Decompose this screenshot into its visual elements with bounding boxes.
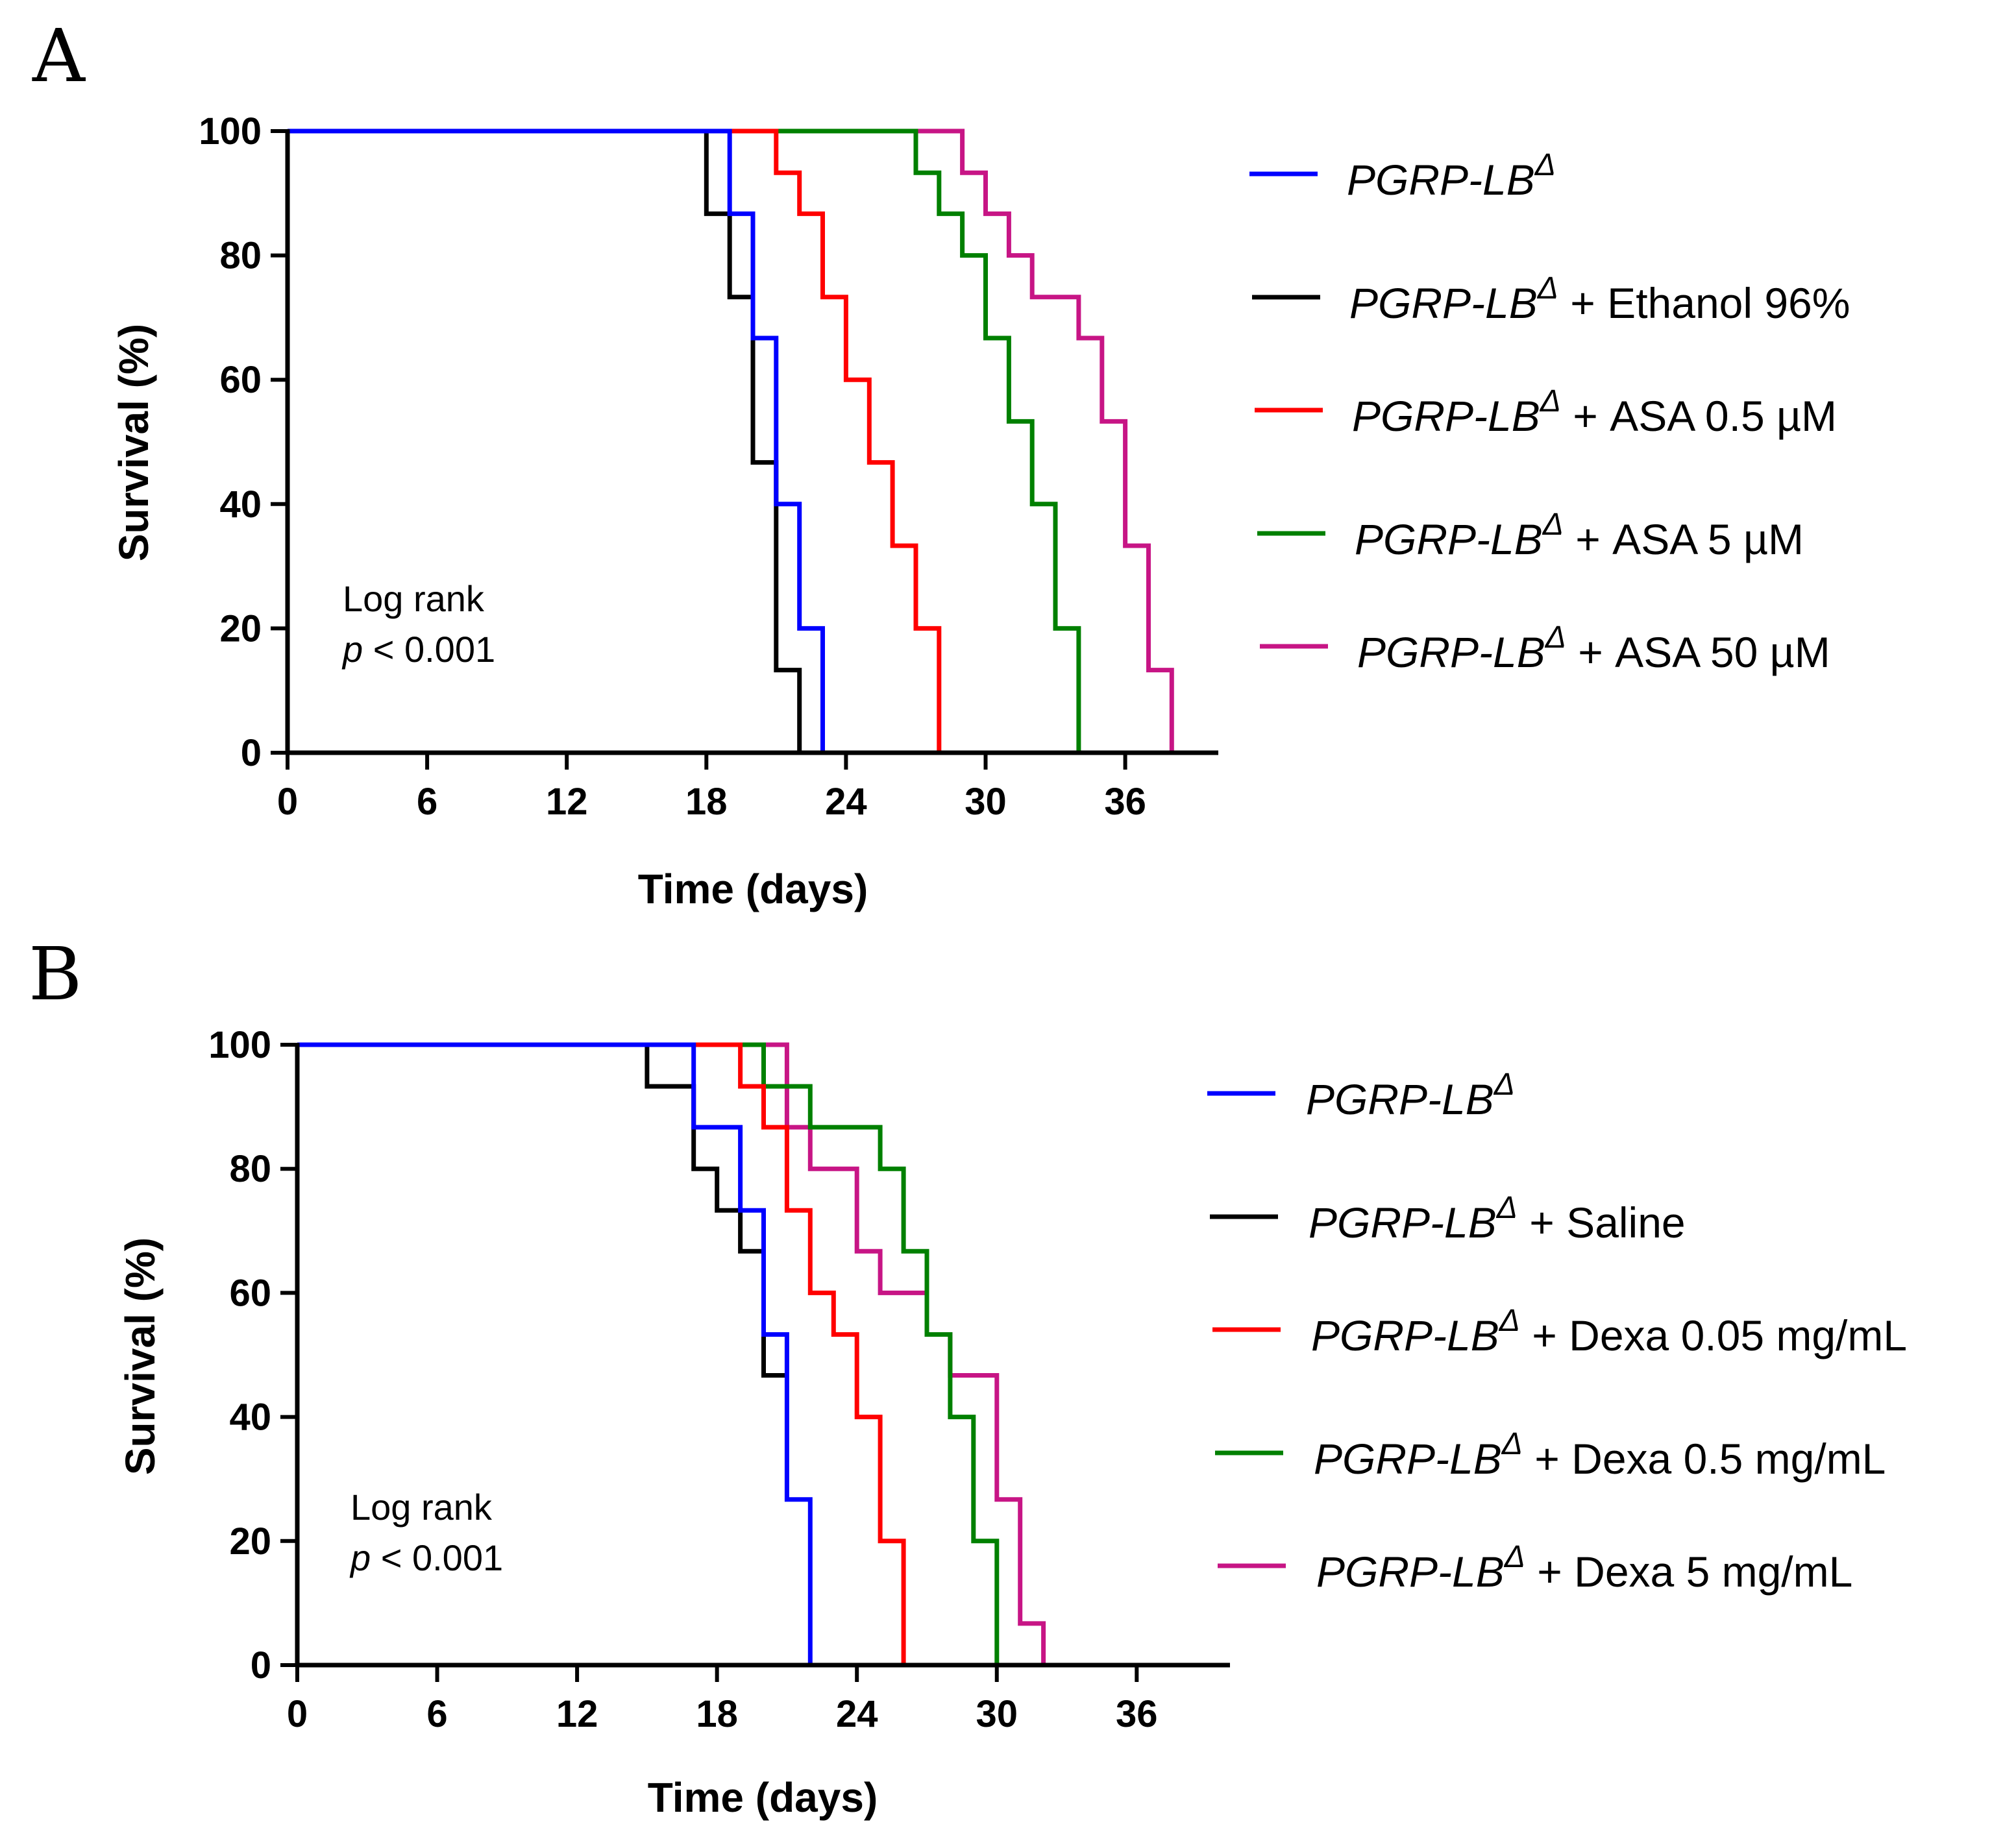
panel-a-letter: A bbox=[32, 14, 86, 99]
panel-a-series bbox=[288, 128, 1174, 753]
panel-a-y-tick-label: 100 bbox=[199, 110, 262, 152]
panel-a-x-tick-label: 30 bbox=[965, 781, 1007, 823]
panel-b-series-line-4 bbox=[297, 1042, 1000, 1665]
panel-b-legend: PGRP-LBΔ PGRP-LBΔ + Saline PGRP-LBΔ + Dexa… bbox=[1207, 1067, 1907, 1596]
panel-b-log-rank-label: Log rank bbox=[350, 1487, 493, 1528]
panel-b-y-tick-label: 100 bbox=[208, 1024, 271, 1066]
panel-a-axes bbox=[285, 129, 1218, 755]
panel-a-x-tick-label: 0 bbox=[277, 781, 298, 823]
panel-b-legend-label-4: PGRP-LBΔ + Dexa 0.5 mg/mL bbox=[1314, 1427, 1886, 1483]
panel-b-series-line-2 bbox=[297, 1042, 787, 1378]
panel-b-legend-label-2: PGRP-LBΔ + Saline bbox=[1309, 1191, 1686, 1247]
panel-a-legend-label-1: PGRP-LBΔ bbox=[1347, 148, 1556, 204]
panel-a-y-tick-label: 80 bbox=[219, 235, 262, 277]
panel-b-x-tick-label: 30 bbox=[976, 1693, 1018, 1735]
panel-a-x-tick-label: 12 bbox=[546, 781, 588, 823]
panel-a-series-line-4 bbox=[288, 128, 1081, 753]
panel-b-x-tick-label: 36 bbox=[1116, 1693, 1158, 1735]
panel-a-series-line-5 bbox=[288, 128, 1174, 753]
panel-b-x-tick-label: 6 bbox=[426, 1693, 447, 1735]
panel-b-x-tick-label: 24 bbox=[836, 1693, 878, 1735]
panel-b-y-tick-label: 20 bbox=[229, 1520, 271, 1563]
panel-a-x-tick-label: 18 bbox=[685, 781, 728, 823]
panel-b-series-line-1 bbox=[297, 1042, 813, 1665]
panel-b-p-value: p < 0.001 bbox=[349, 1537, 503, 1578]
panel-a-x-axis-label: Time (days) bbox=[638, 866, 868, 912]
panel-b-x-tick-label: 12 bbox=[556, 1693, 598, 1735]
panel-a-ticks: 0 6 12 18 24 30 36 0 20 40 60 80 100 bbox=[199, 110, 1146, 823]
panel-b-ticks: 0 6 12 18 24 30 36 0 20 40 60 80 100 bbox=[208, 1024, 1157, 1735]
panel-b-y-tick-label: 60 bbox=[229, 1272, 271, 1314]
panel-b-series bbox=[297, 1042, 1046, 1665]
panel-a-legend-label-5: PGRP-LBΔ + ASA 50 µM bbox=[1357, 620, 1830, 676]
panel-a: A 0 6 12 18 24 30 36 0 20 40 60 80 100 Time (days) S… bbox=[32, 14, 1850, 912]
panel-b: B 0 6 12 18 24 30 36 0 20 40 60 80 100 Time (days) S… bbox=[29, 932, 1907, 1821]
panel-a-x-tick-label: 36 bbox=[1104, 781, 1146, 823]
panel-a-series-line-3 bbox=[288, 128, 942, 753]
panel-a-legend: PGRP-LBΔ PGRP-LBΔ + Ethanol 96% PGRP-LBΔ +… bbox=[1249, 148, 1850, 676]
panel-a-legend-label-2: PGRP-LBΔ + Ethanol 96% bbox=[1349, 271, 1850, 327]
panel-b-series-line-3 bbox=[297, 1042, 906, 1665]
panel-b-y-tick-label: 80 bbox=[229, 1148, 271, 1190]
panel-b-y-tick-label: 40 bbox=[229, 1396, 271, 1439]
panel-a-legend-label-4: PGRP-LBΔ + ASA 5 µM bbox=[1355, 507, 1804, 563]
panel-a-p-value: p < 0.001 bbox=[341, 629, 495, 670]
panel-b-legend-label-1: PGRP-LBΔ bbox=[1306, 1067, 1515, 1123]
panel-a-x-tick-label: 6 bbox=[417, 781, 437, 823]
panel-b-y-axis-label: Survival (%) bbox=[117, 1237, 164, 1475]
panel-a-y-tick-label: 60 bbox=[219, 359, 262, 401]
panel-a-series-line-1 bbox=[288, 128, 825, 753]
panel-b-legend-label-5: PGRP-LBΔ + Dexa 5 mg/mL bbox=[1316, 1540, 1852, 1596]
panel-a-x-tick-label: 24 bbox=[825, 781, 867, 823]
panel-b-axes bbox=[295, 1043, 1230, 1668]
panel-a-y-tick-label: 0 bbox=[241, 732, 262, 774]
panel-b-y-tick-label: 0 bbox=[251, 1644, 271, 1687]
panel-a-y-tick-label: 20 bbox=[219, 607, 262, 650]
panel-b-x-tick-label: 18 bbox=[696, 1693, 738, 1735]
panel-a-y-axis-label: Survival (%) bbox=[110, 324, 157, 561]
panel-a-legend-label-3: PGRP-LBΔ + ASA 0.5 µM bbox=[1352, 384, 1837, 440]
panel-b-x-tick-label: 0 bbox=[287, 1693, 308, 1735]
panel-b-letter: B bbox=[29, 932, 82, 1017]
panel-b-x-axis-label: Time (days) bbox=[648, 1774, 878, 1821]
panel-a-y-tick-label: 40 bbox=[219, 483, 262, 526]
panel-b-legend-label-3: PGRP-LBΔ + Dexa 0.05 mg/mL bbox=[1311, 1304, 1907, 1359]
panel-a-log-rank-label: Log rank bbox=[343, 578, 485, 619]
